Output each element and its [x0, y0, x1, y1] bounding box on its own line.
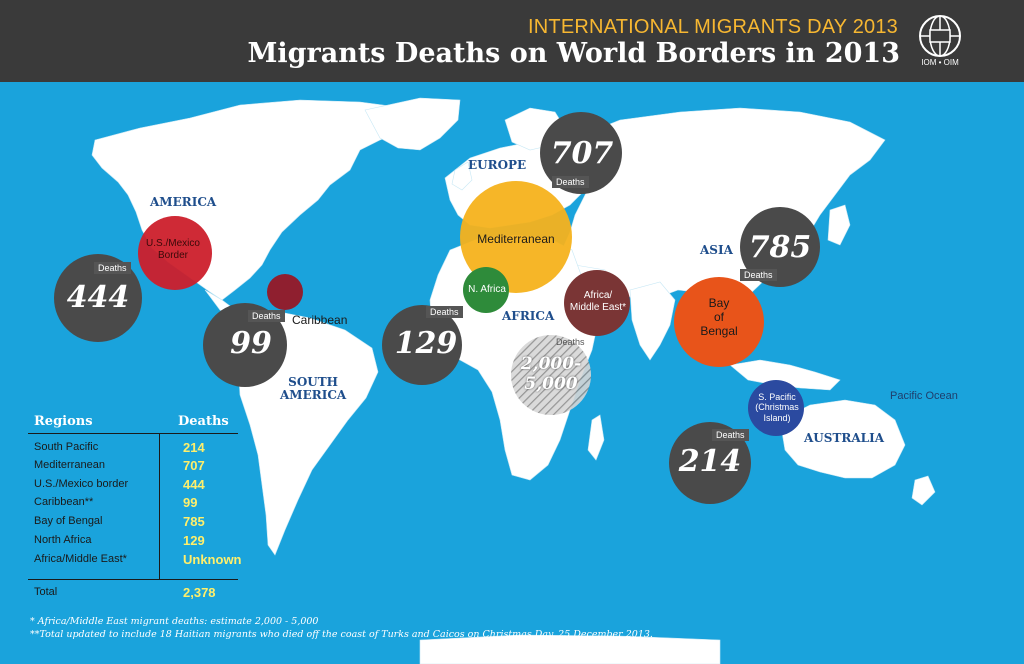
- zone-label-mediterranean: Mediterranean: [477, 232, 555, 246]
- logo-caption: IOM • OIM: [921, 58, 959, 67]
- deaths-tag-mediterranean: Deaths: [552, 176, 589, 188]
- legend-row-deaths: 785: [183, 514, 205, 529]
- legend-row: Bay of Bengal 785: [34, 514, 249, 533]
- legend-total-row: Total 2,378: [34, 585, 249, 604]
- legend-row: South Pacific 214: [34, 440, 249, 459]
- bubble-value-africa-middle-east: 2,000- 5,000: [520, 354, 582, 394]
- bubble-value-bay-of-bengal: 785: [748, 230, 812, 265]
- zone-africa-middle-east-estimate: [511, 335, 591, 415]
- zone-us-mexico: [138, 216, 212, 290]
- deaths-tag-north-africa: Deaths: [426, 306, 463, 318]
- zone-label-caribbean: Caribbean: [292, 313, 348, 327]
- zone-north-africa: [463, 267, 509, 313]
- bubble-value-north-africa: 129: [394, 326, 458, 361]
- legend-row-region: Caribbean**: [34, 496, 94, 508]
- legend-row: North Africa 129: [34, 533, 249, 552]
- legend-row-region: Bay of Bengal: [34, 515, 103, 527]
- supertitle: INTERNATIONAL MIGRANTS DAY 2013: [528, 16, 898, 38]
- bubble-value-mediterranean: 707: [550, 136, 614, 171]
- deaths-tag-africa-middle-east: Deaths: [556, 337, 585, 347]
- deaths-tag-south-pacific: Deaths: [712, 429, 749, 441]
- legend-row-region: U.S./Mexico border: [34, 478, 129, 490]
- region-label-africa: AFRICA: [502, 309, 555, 323]
- legend-row-deaths: 99: [183, 495, 198, 510]
- ocean-label-pacific: Pacific Ocean: [890, 390, 958, 402]
- legend-row-region: Africa/Middle East*: [34, 553, 127, 565]
- legend-header-region: Regions: [34, 414, 93, 429]
- legend-total-label: Total: [34, 586, 58, 598]
- footnote-2: **Total updated to include 18 Haitian mi…: [30, 629, 653, 640]
- legend-row-region: North Africa: [34, 534, 92, 546]
- bubble-value-us-mexico: 444: [66, 280, 130, 315]
- land-madagascar: [587, 414, 605, 461]
- footnotes: * Africa/Middle East migrant deaths: est…: [30, 615, 653, 641]
- zone-south-pacific: [748, 380, 804, 436]
- legend-total-rule: [28, 579, 238, 580]
- zone-bay-of-bengal: [674, 277, 764, 367]
- zone-caribbean: [267, 274, 303, 310]
- land-india: [629, 281, 676, 361]
- legend-row-deaths: 444: [183, 477, 205, 492]
- zone-label-south-pacific: S. Pacific (Christmas Island): [755, 392, 799, 423]
- zone-label-bay-of-bengal: Bay of Bengal: [700, 296, 738, 338]
- legend-row-deaths: Unknown: [183, 552, 242, 567]
- zone-africa-middle-east: [564, 270, 630, 336]
- region-label-south-america: SOUTH AMERICA: [280, 375, 347, 403]
- land-antarctica: [419, 634, 721, 664]
- region-label-america: AMERICA: [150, 195, 217, 209]
- legend-row-region: South Pacific: [34, 441, 99, 453]
- land-indonesia: [729, 359, 841, 391]
- land-uk: [451, 161, 473, 191]
- zone-label-north-africa: N. Africa: [468, 284, 506, 295]
- legend-row: U.S./Mexico border 444: [34, 477, 249, 496]
- land-greenland: [364, 97, 461, 151]
- land-japan: [827, 204, 851, 246]
- bubble-value-south-pacific: 214: [678, 444, 742, 479]
- region-label-asia: ASIA: [700, 243, 733, 257]
- deaths-tag-us-mexico: Deaths: [94, 262, 131, 274]
- bubble-us-mexico: [54, 254, 142, 342]
- legend-row-region: Mediterranean: [34, 459, 105, 471]
- zone-mediterranean: [460, 181, 572, 293]
- legend-row-deaths: 707: [183, 458, 205, 473]
- legend-table: Regions Deaths South Pacific 214 Mediter…: [28, 408, 243, 608]
- legend-total-value: 2,378: [183, 585, 216, 600]
- zone-label-africa-middle-east: Africa/ Middle East*: [569, 290, 627, 313]
- iom-logo: [919, 15, 961, 57]
- bubble-caribbean: [203, 303, 287, 387]
- legend-column-rule: [159, 433, 160, 579]
- bubble-south-pacific: [669, 422, 751, 504]
- deaths-tag-caribbean: Deaths: [248, 310, 285, 322]
- legend-header-rule: [28, 433, 238, 434]
- footnote-1: * Africa/Middle East migrant deaths: est…: [30, 616, 319, 627]
- bubble-value-caribbean: 99: [230, 326, 272, 361]
- region-label-europe: EUROPE: [468, 158, 527, 172]
- legend-row: Caribbean** 99: [34, 495, 249, 514]
- land-australia: [779, 399, 906, 479]
- bubble-mediterranean: [540, 112, 622, 194]
- legend-row: Mediterranean 707: [34, 458, 249, 477]
- zone-label-us-mexico: U.S./Mexico Border: [146, 238, 200, 261]
- region-label-australia: AUSTRALIA: [804, 431, 885, 445]
- bubble-north-africa: [382, 305, 462, 385]
- page-title: Migrants Deaths on World Borders in 2013: [247, 38, 900, 69]
- header-bar: INTERNATIONAL MIGRANTS DAY 2013 Migrants…: [0, 0, 1024, 82]
- world-map: [54, 97, 936, 664]
- legend-row-deaths: 129: [183, 533, 205, 548]
- land-new-zealand: [911, 475, 936, 506]
- bubble-bay-of-bengal: [740, 207, 820, 287]
- legend-row-deaths: 214: [183, 440, 205, 455]
- legend-header-deaths: Deaths: [178, 414, 229, 429]
- legend-row: Africa/Middle East* Unknown: [34, 552, 249, 571]
- land-north-america: [91, 99, 421, 301]
- deaths-tag-bay-of-bengal: Deaths: [740, 269, 777, 281]
